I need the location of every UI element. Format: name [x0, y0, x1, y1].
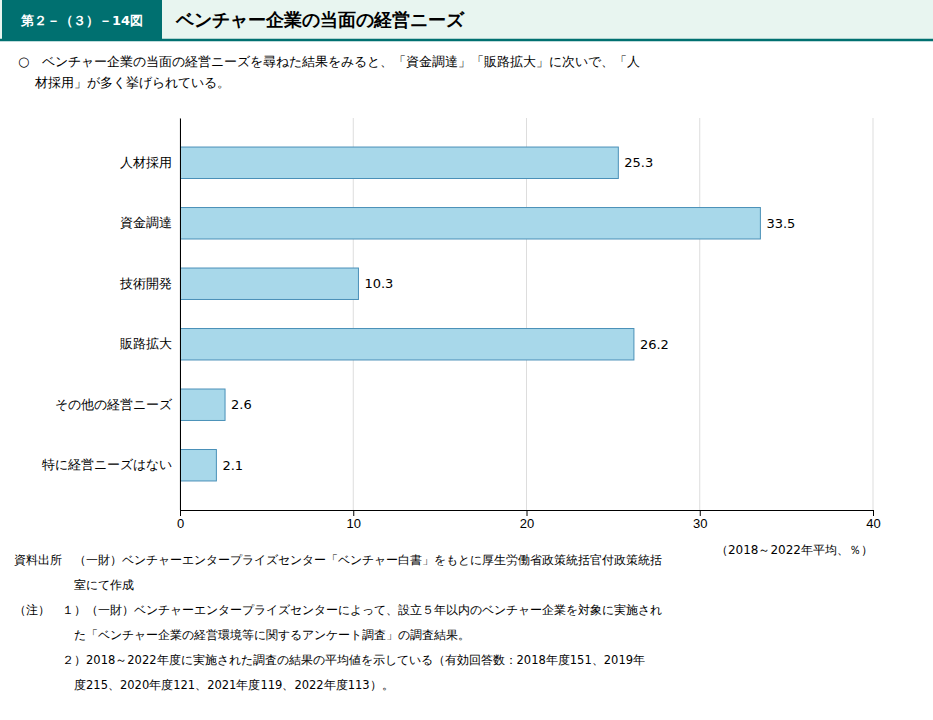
- source: 室にて作成: [14, 578, 134, 592]
- x-tick: 20: [520, 510, 534, 531]
- y-tick: その他の経営ニーズ: [55, 397, 180, 412]
- data-label: 26.2: [640, 337, 669, 352]
- bar: [180, 268, 358, 299]
- bar: [180, 208, 760, 239]
- data-label: 2.1: [222, 458, 243, 473]
- x-tick-label: 10: [347, 516, 361, 531]
- note: 度215、2020年度121、2021年度119、2022年度113）。: [14, 678, 394, 692]
- data-label: 25.3: [624, 155, 653, 170]
- x-tick-mark: [873, 510, 874, 516]
- y-axis-line: [180, 119, 181, 511]
- y-tick: 資金調達: [120, 215, 180, 230]
- y-tick: 販路拡大: [120, 336, 180, 351]
- data-label: 2.6: [231, 397, 252, 412]
- x-tick-mark: [700, 510, 701, 516]
- x-tick: 0: [177, 510, 184, 531]
- grid-line: [873, 118, 874, 510]
- subtitle: ○ ベンチャー企業の当面の経営ニーズを尋ねた結果をみると、「資金調達」「販路拡大…: [18, 54, 640, 69]
- x-tick: 40: [866, 510, 880, 531]
- note: た「ベンチャー企業の経営環境等に関するアンケート調査」の調査結果。: [14, 628, 470, 642]
- y-tick-label: 技術開発: [119, 276, 172, 291]
- x-tick-label: 40: [866, 516, 880, 531]
- x-tick-mark: [353, 510, 354, 516]
- y-tick-label: 特に経営ニーズはない: [42, 457, 172, 472]
- data-labels: 25.3 33.5 10.3 26.2 2.6 2.1: [222, 155, 795, 472]
- header-band: [0, 0, 933, 40]
- x-axis-title: （2018～2022年平均、％）: [716, 543, 873, 557]
- bar: [180, 329, 634, 360]
- bars: [180, 147, 760, 481]
- x-tick: 10: [347, 510, 361, 531]
- data-label: 10.3: [364, 276, 393, 291]
- note: ２）2018～2022年度に実施された調査の結果の平均値を示している（有効回答数…: [14, 653, 645, 667]
- header-box: [2, 0, 162, 40]
- x-tick-label: 20: [520, 516, 534, 531]
- title: ベンチャー企業の当面の経営ニーズ: [175, 9, 465, 30]
- bar: [180, 147, 618, 178]
- y-tick: 特に経営ニーズはない: [42, 457, 180, 472]
- y-tick-label: 資金調達: [120, 215, 172, 230]
- header-rule: [0, 39, 933, 42]
- y-tick-label: その他の経営ニーズ: [55, 397, 173, 412]
- grid-line: [180, 118, 181, 510]
- x-tick-label: 30: [693, 516, 707, 531]
- x-tick-mark: [527, 510, 528, 516]
- y-tick-label: 人材採用: [120, 155, 172, 170]
- chart-root: 第２－（３）－14図 ベンチャー企業の当面の経営ニーズ ○ ベンチャー企業の当面の経…: [0, 0, 933, 720]
- grid-line: [699, 118, 700, 510]
- x-axis: 0 10 20 30 40: [177, 510, 881, 531]
- y-tick-label: 販路拡大: [120, 336, 172, 351]
- data-label: 33.5: [766, 216, 795, 231]
- y-axis: 人材採用資金調達技術開発販路拡大その他の経営ニーズ特に経営ニーズはない: [42, 119, 181, 511]
- bar: [180, 450, 216, 481]
- plot: 25.3 33.5 10.3 26.2 2.6 2.1 0 10 20 30 40 人材採用資金調達技…: [42, 118, 881, 531]
- subtitle: 材採用」が多く挙げられている。: [18, 75, 230, 90]
- figure-number: 第２－（３）－14図: [20, 13, 143, 28]
- note: （注） １）（一財）ベンチャーエンタープライズセンターによって、設立５年以内のベ…: [14, 603, 662, 617]
- x-tick-label: 0: [177, 516, 184, 531]
- bar: [180, 389, 225, 420]
- y-tick: 人材採用: [120, 155, 180, 170]
- x-tick: 30: [693, 510, 707, 531]
- source: 資料出所 （一財）ベンチャーエンタープライズセンター「ベンチャー白書」をもとに厚…: [14, 553, 662, 567]
- y-tick: 技術開発: [119, 276, 180, 291]
- x-axis-line: [181, 511, 874, 517]
- grid: [180, 118, 873, 510]
- x-tick-mark: [180, 510, 181, 516]
